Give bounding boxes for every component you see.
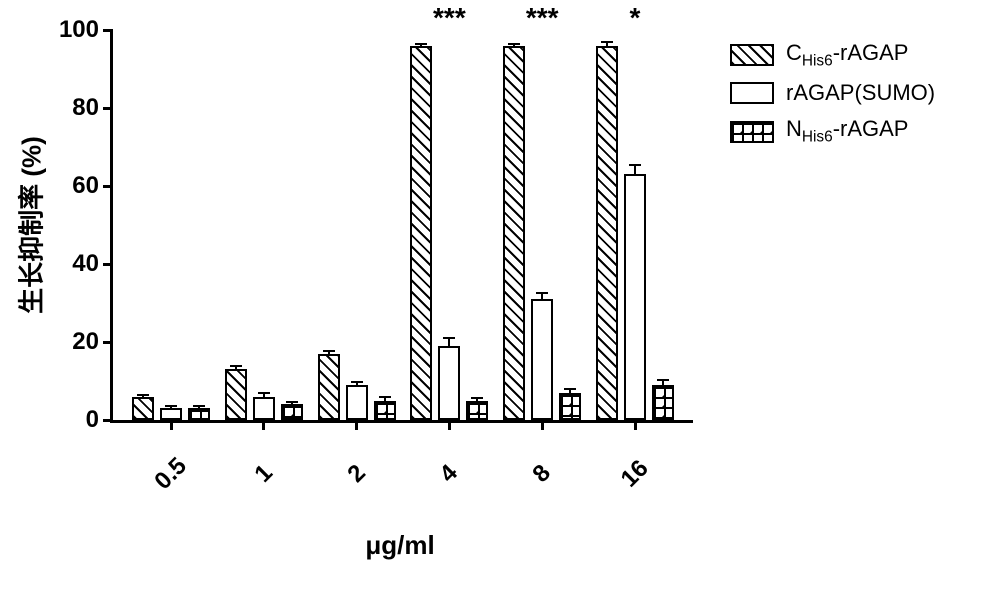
bar bbox=[531, 299, 553, 420]
error-cap bbox=[564, 388, 576, 390]
error-cap bbox=[323, 350, 335, 352]
x-tick-label: 8 bbox=[528, 459, 557, 488]
error-cap bbox=[286, 401, 298, 403]
legend-label: NHis6-rAGAP bbox=[786, 116, 908, 146]
x-tick bbox=[355, 420, 358, 430]
legend-label: rAGAP(SUMO) bbox=[786, 80, 935, 106]
x-tick-label: 2 bbox=[342, 459, 371, 488]
bar bbox=[160, 408, 182, 420]
significance-label: * bbox=[630, 2, 641, 34]
x-tick bbox=[170, 420, 173, 430]
bar bbox=[559, 393, 581, 420]
legend-swatch bbox=[730, 82, 774, 104]
y-tick bbox=[103, 263, 113, 266]
bar bbox=[281, 404, 303, 420]
bar bbox=[410, 46, 432, 420]
error-cap bbox=[193, 405, 205, 407]
y-tick-label: 100 bbox=[59, 16, 99, 44]
error-cap bbox=[379, 396, 391, 398]
y-tick-label: 0 bbox=[86, 406, 99, 434]
y-tick bbox=[103, 107, 113, 110]
error-cap bbox=[536, 292, 548, 294]
bar bbox=[652, 385, 674, 420]
bar bbox=[466, 401, 488, 421]
bar bbox=[503, 46, 525, 420]
legend-swatch bbox=[730, 121, 774, 143]
y-tick bbox=[103, 419, 113, 422]
error-bar bbox=[634, 165, 636, 175]
legend-item: NHis6-rAGAP bbox=[730, 116, 935, 146]
x-tick bbox=[541, 420, 544, 430]
legend-item: rAGAP(SUMO) bbox=[730, 80, 935, 106]
y-tick bbox=[103, 29, 113, 32]
x-tick-label: 1 bbox=[249, 459, 278, 488]
y-tick-label: 40 bbox=[72, 250, 99, 278]
bar bbox=[253, 397, 275, 420]
bar bbox=[438, 346, 460, 420]
x-tick bbox=[634, 420, 637, 430]
error-cap bbox=[351, 381, 363, 383]
y-tick-label: 60 bbox=[72, 172, 99, 200]
error-cap bbox=[415, 43, 427, 45]
x-axis-label: μg/ml bbox=[365, 530, 434, 561]
error-cap bbox=[258, 392, 270, 394]
error-cap bbox=[629, 164, 641, 166]
error-cap bbox=[657, 379, 669, 381]
x-tick bbox=[262, 420, 265, 430]
error-cap bbox=[508, 43, 520, 45]
bar bbox=[318, 354, 340, 420]
plot-area: 0204060801000.5124816******* bbox=[110, 30, 693, 423]
legend-label: CHis6-rAGAP bbox=[786, 40, 908, 70]
bar bbox=[624, 174, 646, 420]
bar bbox=[132, 397, 154, 420]
significance-label: *** bbox=[526, 2, 559, 34]
error-cap bbox=[230, 365, 242, 367]
bar bbox=[225, 369, 247, 420]
error-bar bbox=[448, 338, 450, 346]
x-tick-label: 4 bbox=[435, 459, 464, 488]
error-cap bbox=[601, 41, 613, 43]
significance-label: *** bbox=[433, 2, 466, 34]
bar bbox=[346, 385, 368, 420]
x-tick-label: 16 bbox=[616, 455, 655, 494]
bar bbox=[188, 408, 210, 420]
y-tick bbox=[103, 185, 113, 188]
legend: CHis6-rAGAP rAGAP(SUMO) NHis6-rAGAP bbox=[730, 40, 935, 157]
legend-item: CHis6-rAGAP bbox=[730, 40, 935, 70]
error-cap bbox=[137, 394, 149, 396]
bar bbox=[374, 401, 396, 421]
chart-container: 生长抑制率 (%) 0204060801000.5124816******* μ… bbox=[0, 0, 1000, 600]
error-cap bbox=[443, 337, 455, 339]
bar bbox=[596, 46, 618, 420]
y-tick-label: 80 bbox=[72, 94, 99, 122]
x-tick-label: 0.5 bbox=[149, 452, 192, 495]
error-cap bbox=[471, 397, 483, 399]
x-tick bbox=[448, 420, 451, 430]
y-tick bbox=[103, 341, 113, 344]
legend-swatch bbox=[730, 44, 774, 66]
error-cap bbox=[165, 405, 177, 407]
y-axis-label: 生长抑制率 (%) bbox=[12, 136, 49, 314]
y-tick-label: 20 bbox=[72, 328, 99, 356]
